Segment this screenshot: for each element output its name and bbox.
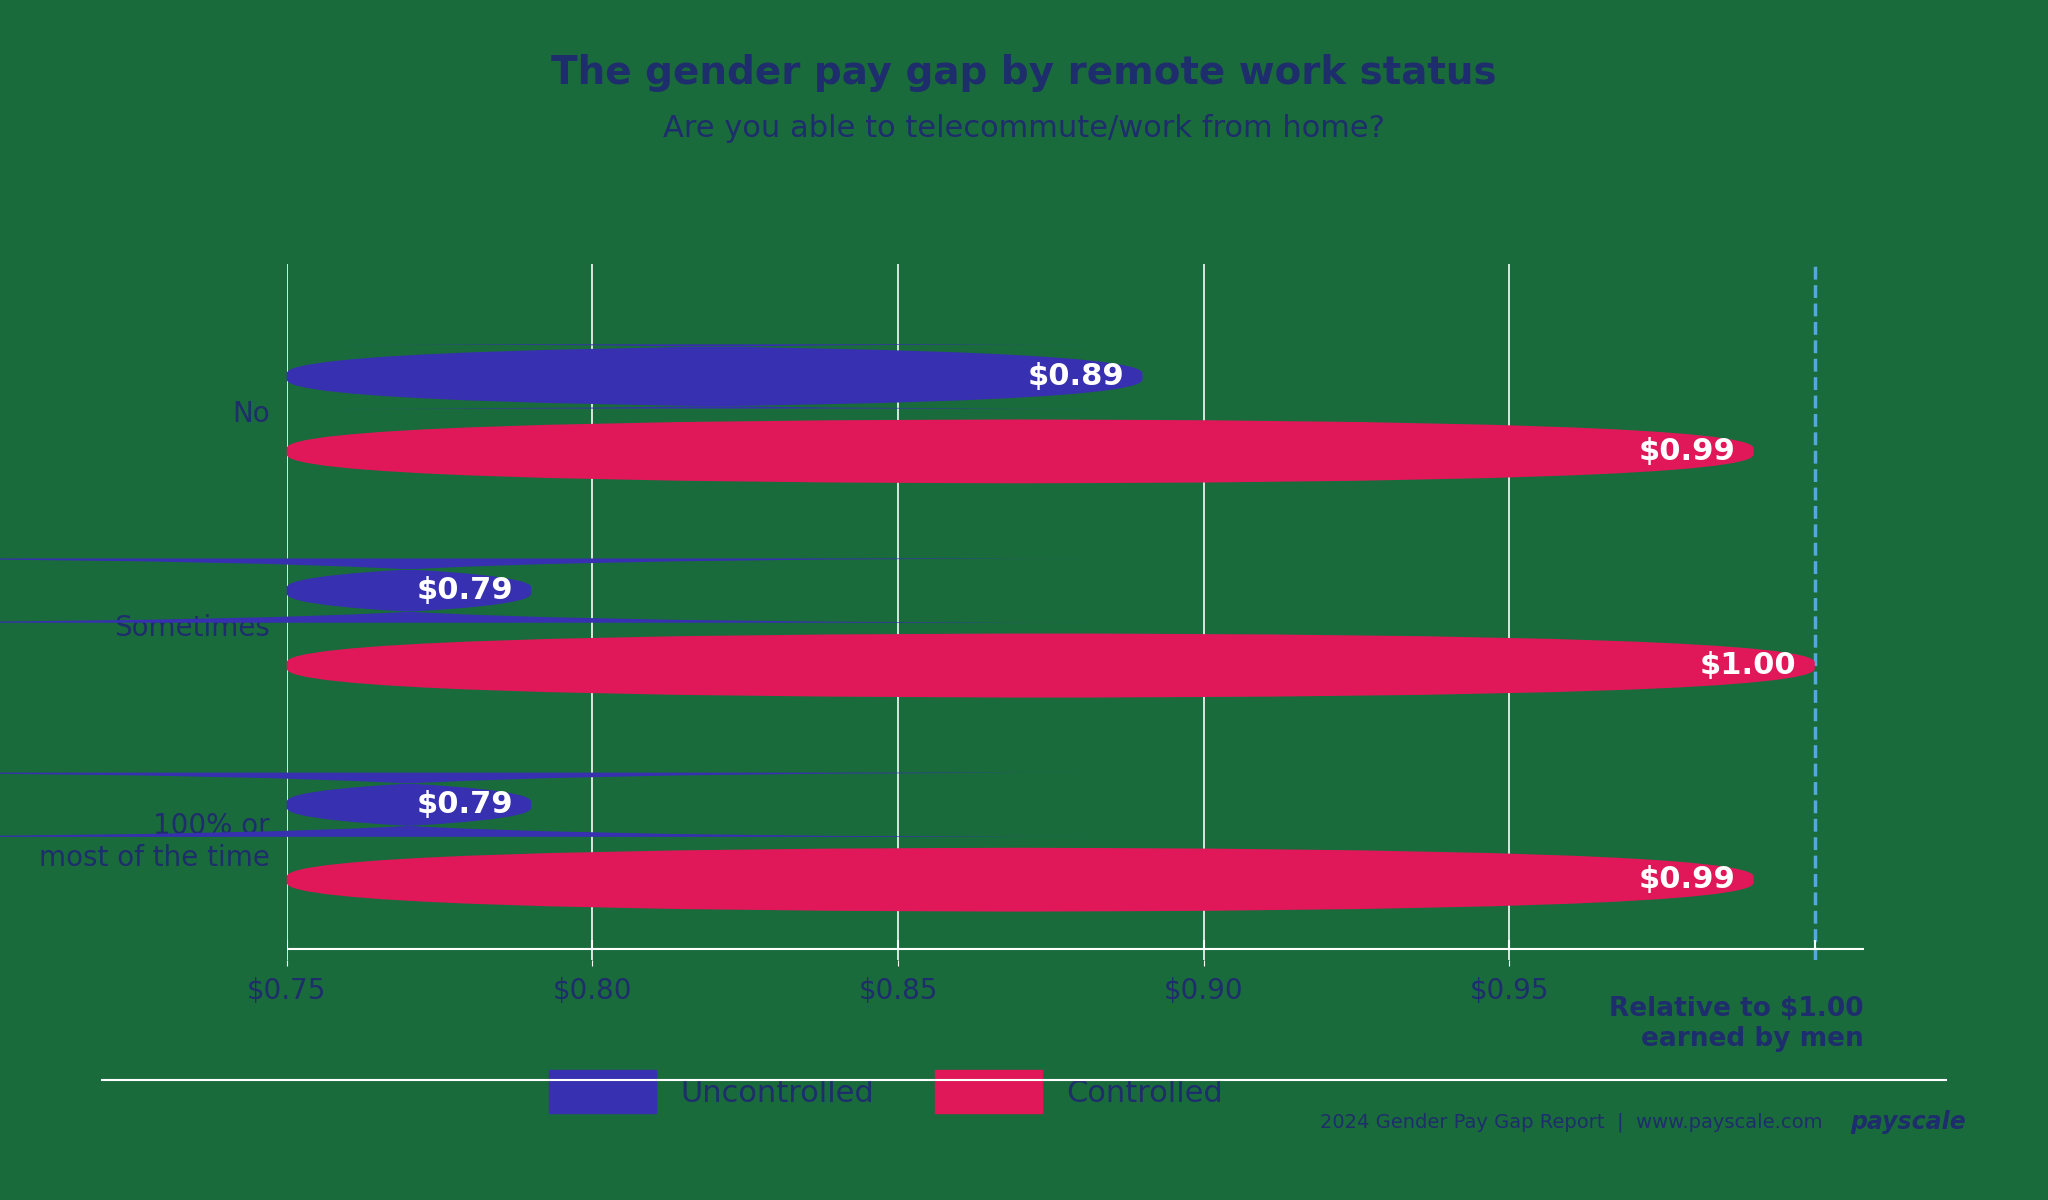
FancyBboxPatch shape: [0, 773, 1112, 836]
Text: $0.99: $0.99: [1638, 865, 1735, 894]
Text: 2024 Gender Pay Gap Report  |  www.payscale.com: 2024 Gender Pay Gap Report | www.payscal…: [1321, 1112, 1823, 1132]
Text: $0.79: $0.79: [416, 791, 512, 820]
Text: payscale: payscale: [1849, 1110, 1966, 1134]
Text: Relative to $1.00
earned by men: Relative to $1.00 earned by men: [1610, 996, 1864, 1052]
FancyBboxPatch shape: [287, 634, 1815, 697]
Text: $0.79: $0.79: [416, 576, 512, 605]
Text: $0.89: $0.89: [1028, 362, 1124, 391]
Text: $1.00: $1.00: [1700, 652, 1796, 680]
FancyBboxPatch shape: [287, 344, 1143, 408]
Text: Are you able to telecommute/work from home?: Are you able to telecommute/work from ho…: [664, 114, 1384, 143]
FancyBboxPatch shape: [0, 558, 1112, 623]
FancyBboxPatch shape: [287, 419, 1753, 484]
Legend: Uncontrolled, Controlled: Uncontrolled, Controlled: [537, 1058, 1235, 1126]
Text: The gender pay gap by remote work status: The gender pay gap by remote work status: [551, 54, 1497, 92]
FancyBboxPatch shape: [287, 847, 1753, 912]
Text: $0.99: $0.99: [1638, 437, 1735, 466]
